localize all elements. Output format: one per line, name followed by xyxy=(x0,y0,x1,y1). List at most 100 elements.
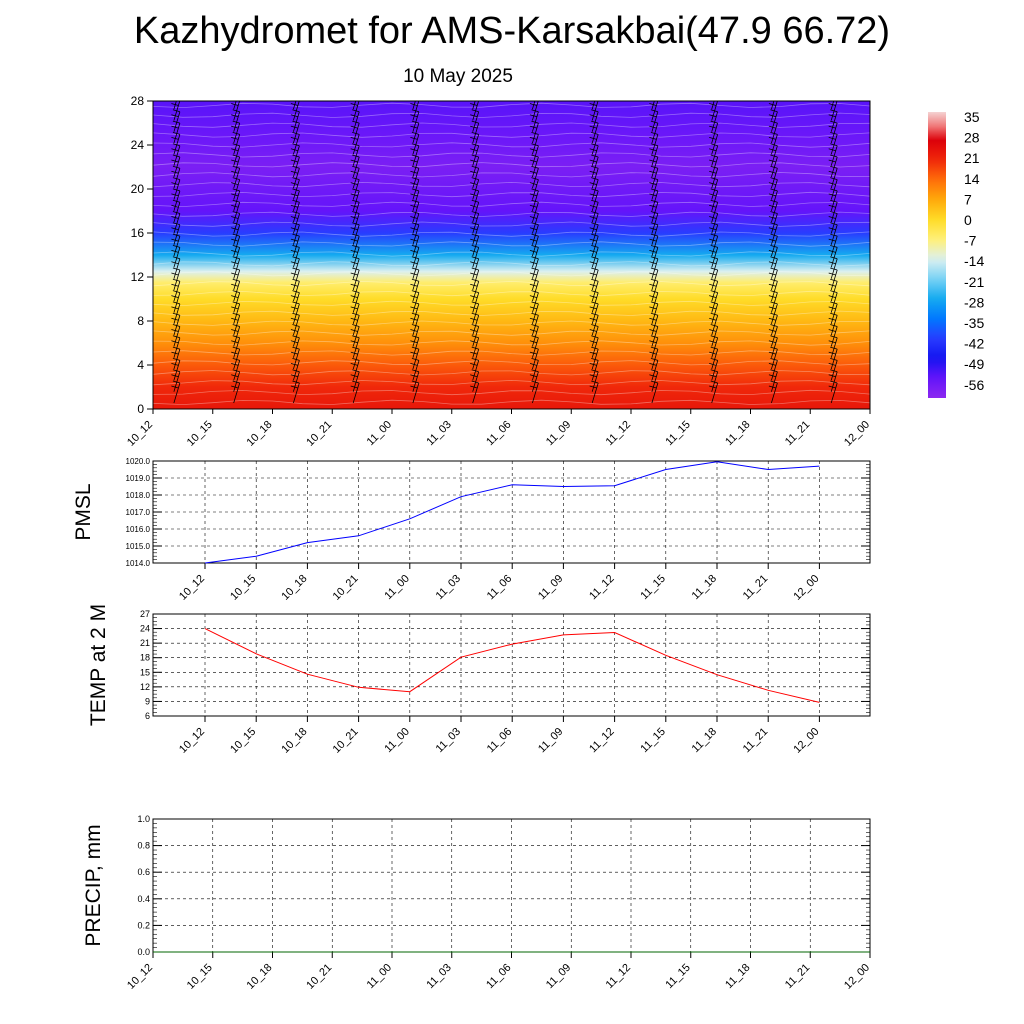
wind-barbs xyxy=(171,101,838,404)
y-tick-label: 28 xyxy=(131,94,145,108)
contour-line xyxy=(153,191,870,198)
contour-line xyxy=(153,112,870,118)
cross-section-panel: 0 4 8 12 16 20 24 28 10_12 10_15 10_18 10_21 11_00 11… xyxy=(125,94,872,449)
y-tick-label: 15 xyxy=(140,667,150,677)
y-tick-label: 0 xyxy=(137,402,144,416)
wind-barb xyxy=(412,101,416,110)
colorbar-label: -7 xyxy=(964,233,977,249)
contour-line xyxy=(153,211,870,217)
contour-line xyxy=(153,122,870,128)
contour-line xyxy=(153,251,870,257)
x-tick-label: 11_12 xyxy=(604,419,634,449)
x-tick-label: 10_12 xyxy=(125,419,155,449)
wind-barb xyxy=(591,101,596,110)
y-axis-label: PMSL xyxy=(72,483,95,540)
x-tick-label: 11_03 xyxy=(424,962,454,992)
x-tick-label: 11_06 xyxy=(484,419,514,449)
colorbar-label: -21 xyxy=(964,274,984,290)
wind-barb xyxy=(173,101,177,110)
colorbar-label: 28 xyxy=(964,130,980,146)
x-tick-label: 10_12 xyxy=(177,726,207,756)
wind-barb xyxy=(771,101,775,110)
series-line xyxy=(204,461,820,564)
y-tick-label: 8 xyxy=(137,314,144,328)
contour-line xyxy=(153,152,870,158)
x-tick-label: 11_18 xyxy=(690,573,720,603)
y-tick-label: 1015.0 xyxy=(126,542,151,551)
y-tick-label: 9 xyxy=(145,696,150,706)
colorbar-label: -42 xyxy=(964,336,984,352)
y-tick-label: 1014.0 xyxy=(126,559,151,568)
contour-line xyxy=(153,231,870,237)
y-tick-label: 12 xyxy=(140,682,150,692)
contour-line xyxy=(153,261,870,267)
colorbar-label: -28 xyxy=(964,294,984,310)
colorbar-label: -35 xyxy=(964,315,984,331)
x-tick-label: 11_15 xyxy=(663,419,693,449)
contour-line xyxy=(153,310,870,316)
x-tick-label: 10_18 xyxy=(279,726,309,756)
x-tick-label: 12_00 xyxy=(842,419,872,449)
x-tick-label: 10_21 xyxy=(304,419,334,449)
contour-line xyxy=(153,142,870,148)
x-tick-label: 11_21 xyxy=(741,726,771,756)
contour-line xyxy=(153,300,870,307)
contour-line xyxy=(153,340,870,346)
y-tick-label: 1020.0 xyxy=(126,457,151,466)
contour-line xyxy=(153,350,870,356)
x-tick-label: 10_21 xyxy=(304,962,334,992)
x-tick-label: 11_21 xyxy=(783,419,813,449)
x-tick-label: 10_12 xyxy=(125,962,155,992)
wind-barb xyxy=(651,101,655,110)
x-tick-label: 11_00 xyxy=(365,419,395,449)
x-tick-label: 10_18 xyxy=(245,419,275,449)
x-tick-label: 10_15 xyxy=(185,419,215,449)
x-tick-label: 10_12 xyxy=(177,573,207,603)
x-tick-label: 11_21 xyxy=(741,573,771,603)
contour-line xyxy=(153,280,870,287)
y-tick-label: 1.0 xyxy=(137,814,150,824)
contour-line xyxy=(153,132,870,138)
x-tick-label: 11_15 xyxy=(663,962,693,992)
x-tick-label: 12_00 xyxy=(791,573,821,603)
contour-line xyxy=(153,360,870,366)
x-tick-label: 11_09 xyxy=(536,726,566,756)
temp-panel: 6 9 12 15 18 21 24 27 10_12 10_15 10_18 10_21 11_00 1… xyxy=(87,604,871,756)
x-tick-label: 11_00 xyxy=(382,726,412,756)
wind-barb xyxy=(293,101,297,110)
temperature-field xyxy=(153,101,870,409)
x-tick-label: 11_06 xyxy=(485,726,515,756)
contour-line xyxy=(153,172,870,178)
x-tick-label: 11_18 xyxy=(723,419,753,449)
colorbar-label: 7 xyxy=(964,191,972,207)
contour-line xyxy=(153,379,870,386)
x-tick-label: 11_03 xyxy=(424,419,454,449)
x-tick-label: 10_15 xyxy=(185,962,215,992)
y-tick-label: 18 xyxy=(140,653,150,663)
colorbar-label: 21 xyxy=(964,150,980,166)
pmsl-panel: 1014.0 1015.0 1016.0 1017.0 1018.0 1019.0 1020… xyxy=(72,457,871,603)
contour-lines xyxy=(153,102,870,406)
colorbar-label: 35 xyxy=(964,109,980,125)
contour-line xyxy=(153,320,870,326)
y-tick-label: 24 xyxy=(131,138,145,152)
y-tick-label: 0.8 xyxy=(137,841,150,851)
x-tick-label: 11_12 xyxy=(604,962,634,992)
precip-panel: 0.0 0.2 0.4 0.6 0.8 1.0 10_12 10_15 10_18 10_21 11… xyxy=(82,814,872,992)
contour-line xyxy=(153,330,870,336)
colorbar-label: -14 xyxy=(964,253,984,269)
y-tick-label: 6 xyxy=(145,711,150,721)
y-tick-label: 1019.0 xyxy=(126,474,151,483)
y-tick-label: 27 xyxy=(140,609,150,619)
y-tick-label: 12 xyxy=(131,270,145,284)
page-title: Kazhydromet for AMS-Karsakbai(47.9 66.72… xyxy=(133,10,891,52)
contour-line xyxy=(153,221,870,227)
colorbar-label: 0 xyxy=(964,212,972,228)
x-tick-label: 11_09 xyxy=(536,573,566,603)
y-tick-label: 1017.0 xyxy=(126,508,151,517)
contour-line xyxy=(153,102,870,109)
x-tick-label: 10_18 xyxy=(279,573,309,603)
x-tick-label: 11_12 xyxy=(587,726,617,756)
wind-barb xyxy=(352,101,357,110)
